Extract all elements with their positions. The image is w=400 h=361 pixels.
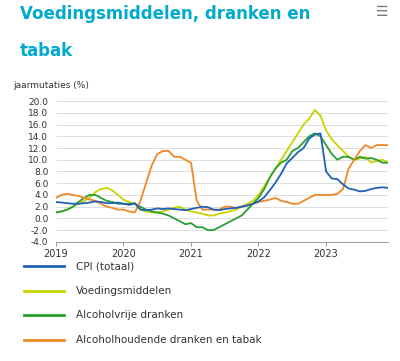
- Text: Alcoholvrije dranken: Alcoholvrije dranken: [76, 310, 183, 320]
- Text: Voedingsmiddelen, dranken en: Voedingsmiddelen, dranken en: [20, 5, 310, 23]
- Text: CPI (totaal): CPI (totaal): [76, 261, 134, 271]
- Text: jaarmutaties (%): jaarmutaties (%): [13, 81, 89, 90]
- Text: ☰: ☰: [376, 5, 388, 19]
- Text: Voedingsmiddelen: Voedingsmiddelen: [76, 286, 172, 296]
- Text: tabak: tabak: [20, 43, 73, 60]
- Text: Alcoholhoudende dranken en tabak: Alcoholhoudende dranken en tabak: [76, 335, 262, 345]
